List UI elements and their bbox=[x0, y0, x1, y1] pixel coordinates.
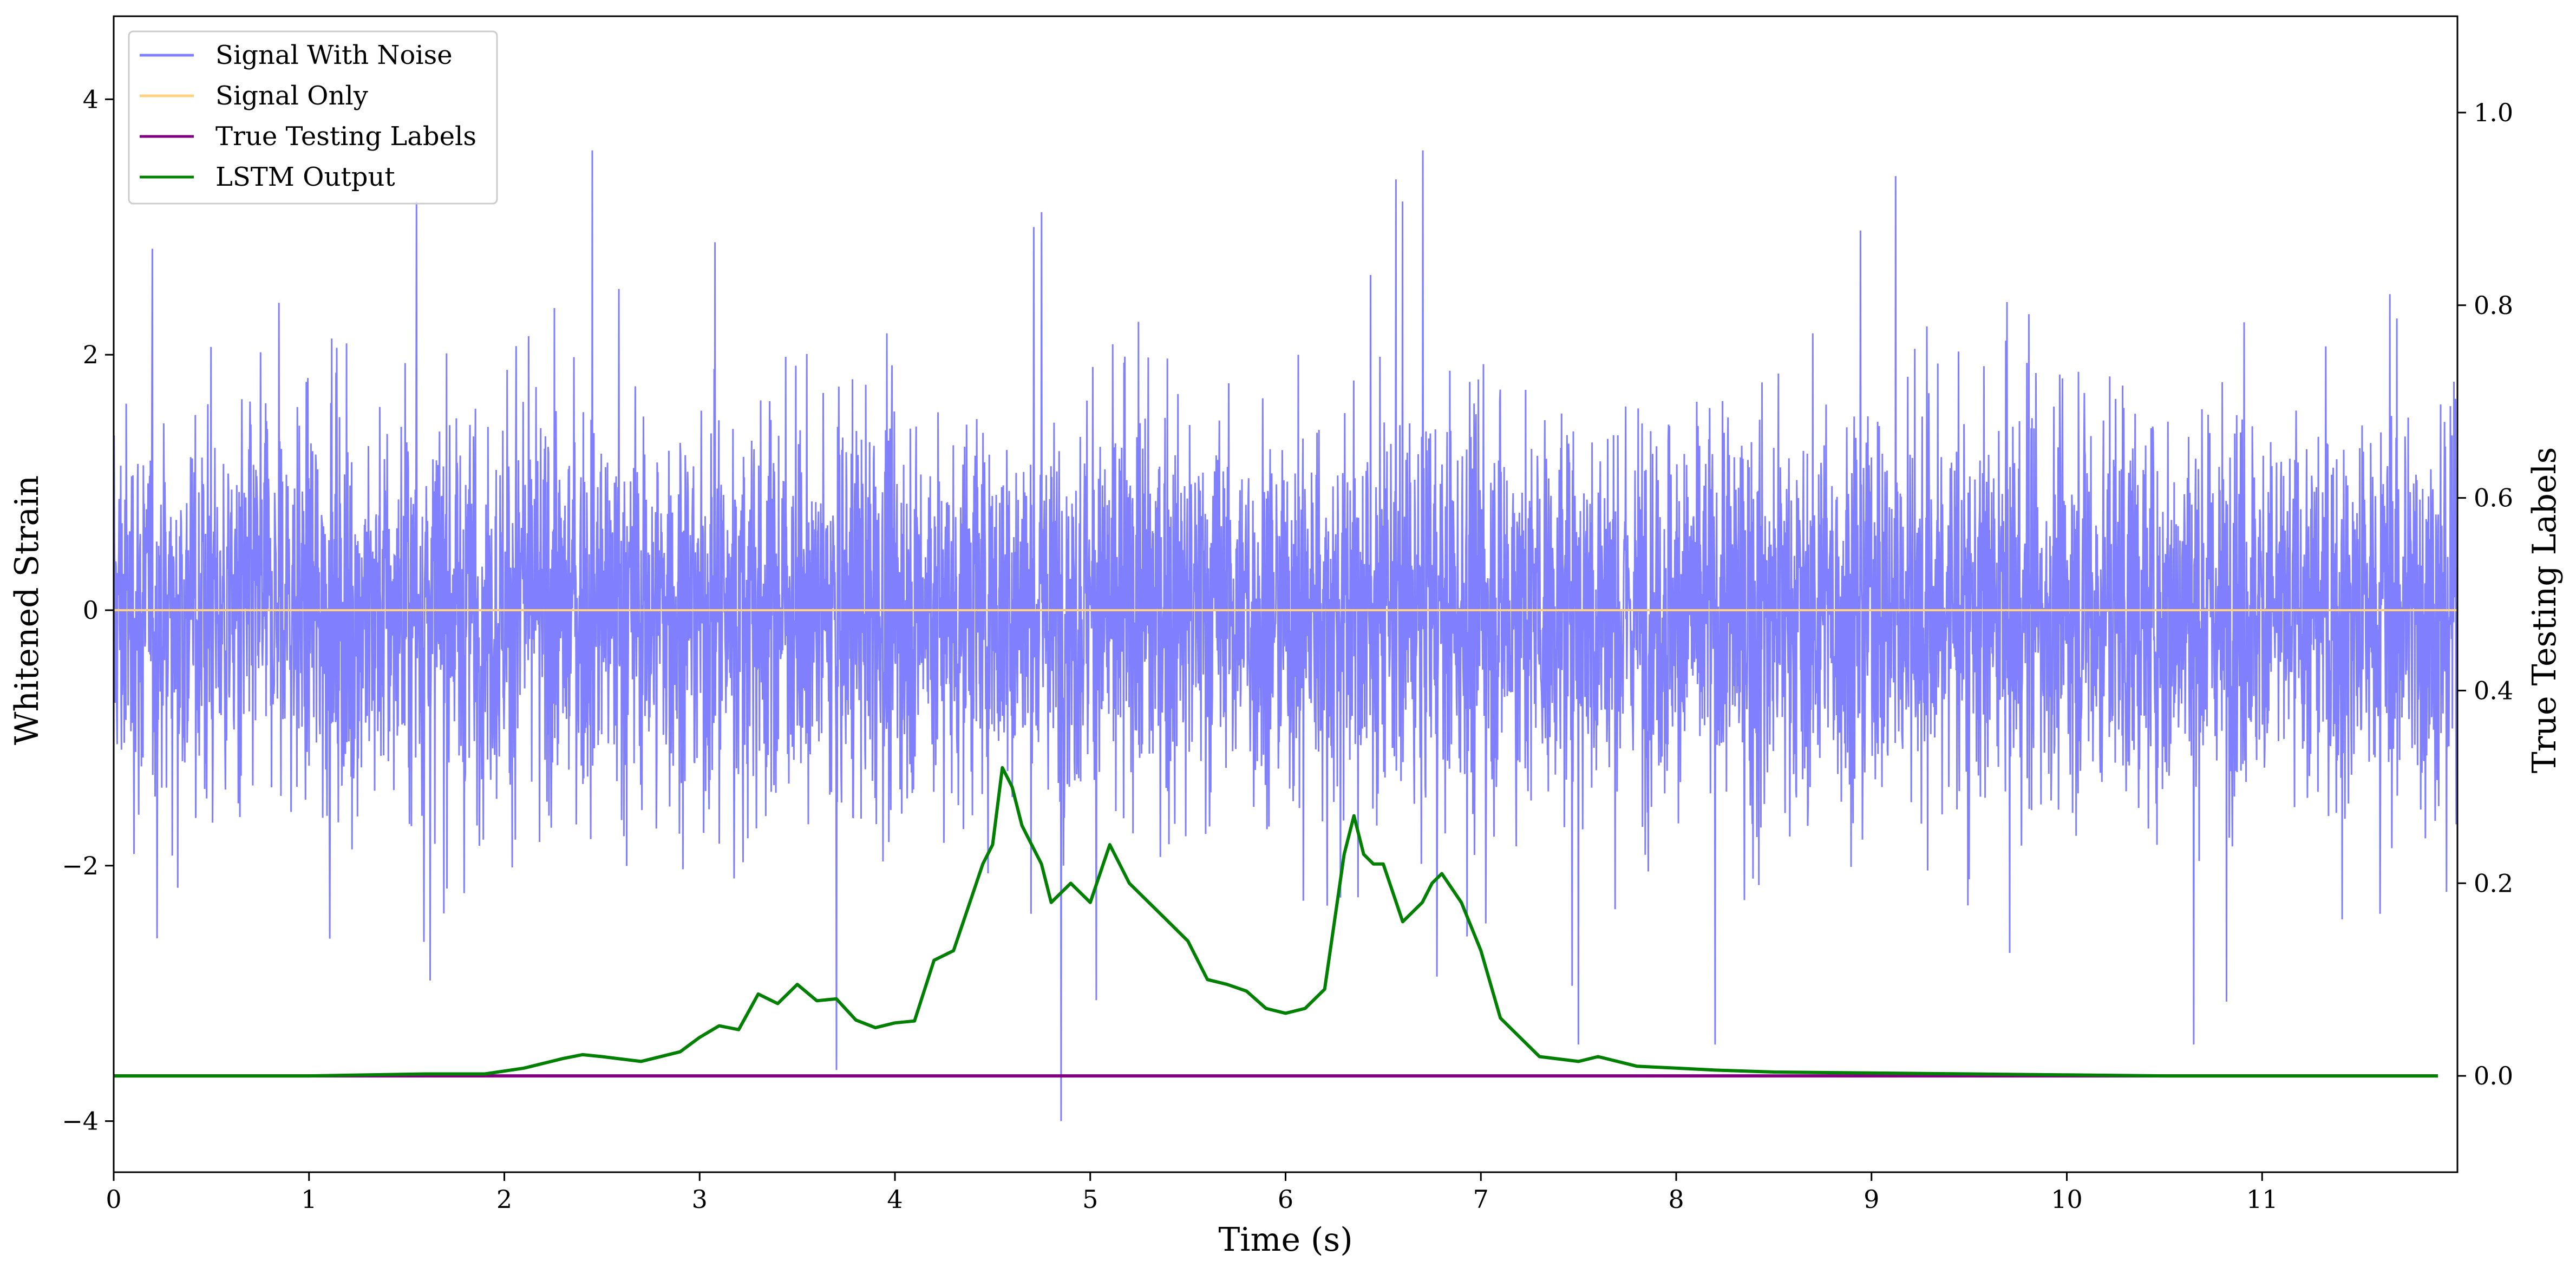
y-left-tick-label: 4 bbox=[83, 84, 99, 114]
x-tick-label: 4 bbox=[887, 1185, 903, 1214]
series-signal-with-noise-line bbox=[114, 150, 2457, 1121]
x-tick-label: 5 bbox=[1082, 1185, 1098, 1214]
x-tick-label: 7 bbox=[1473, 1185, 1489, 1214]
y-right-tick-label: 0.4 bbox=[2474, 676, 2513, 705]
y-right-tick-label: 1.0 bbox=[2474, 98, 2513, 127]
y-right-tick-label: 0.2 bbox=[2474, 868, 2513, 898]
y-left-tick-label: 0 bbox=[83, 596, 99, 625]
x-tick-label: 1 bbox=[301, 1185, 317, 1214]
series-layer bbox=[114, 150, 2457, 1121]
legend-label-signal-noise: Signal With Noise bbox=[215, 40, 453, 70]
ticks-layer: 0 1 2 3 4 5 6 7 8 9 10 11 −4 −2 0 2 4 0.0 0.2 0.4 0.6 0.8 1.0 bbox=[62, 84, 2513, 1214]
y-left-tick-label: 2 bbox=[83, 340, 99, 369]
legend-label-true-labels: True Testing Labels bbox=[215, 121, 476, 152]
y-right-tick-label: 0.0 bbox=[2474, 1061, 2513, 1090]
legend-box bbox=[128, 30, 498, 205]
x-tick-label: 9 bbox=[1864, 1185, 1879, 1214]
y-axis-right-label: True Testing Labels bbox=[2526, 447, 2564, 774]
x-tick-label: 2 bbox=[496, 1185, 512, 1214]
x-tick-label: 6 bbox=[1278, 1185, 1293, 1214]
x-tick-label: 10 bbox=[2051, 1185, 2083, 1214]
legend: Signal With Noise Signal Only True Testi… bbox=[128, 30, 498, 205]
x-tick-label: 3 bbox=[692, 1185, 708, 1214]
legend-label-signal-only: Signal Only bbox=[215, 81, 368, 111]
series-lstm-output-line bbox=[114, 766, 2438, 1078]
y-right-tick-label: 0.8 bbox=[2474, 291, 2513, 320]
y-left-tick-label: −4 bbox=[62, 1107, 99, 1136]
x-tick-label: 11 bbox=[2246, 1185, 2278, 1214]
x-tick-label: 0 bbox=[106, 1185, 121, 1214]
x-tick-label: 8 bbox=[1668, 1185, 1684, 1214]
legend-label-lstm-output: LSTM Output bbox=[215, 162, 395, 192]
y-right-tick-label: 0.6 bbox=[2474, 484, 2513, 513]
y-axis-left-label: Whitened Strain bbox=[8, 475, 46, 745]
y-left-tick-label: −2 bbox=[62, 851, 99, 880]
x-axis-label: Time (s) bbox=[1218, 1221, 1352, 1259]
